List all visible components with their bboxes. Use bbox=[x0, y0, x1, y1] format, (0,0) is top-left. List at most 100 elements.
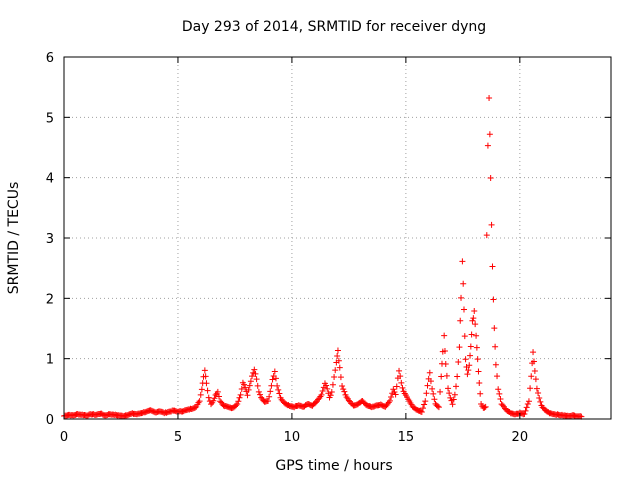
data-point bbox=[465, 367, 472, 374]
data-point bbox=[472, 321, 479, 328]
data-point bbox=[456, 344, 463, 351]
data-point bbox=[341, 388, 348, 395]
data-point bbox=[447, 394, 454, 401]
data-point bbox=[525, 398, 532, 405]
y-tick-label: 5 bbox=[46, 111, 54, 126]
data-point bbox=[268, 382, 275, 389]
data-point bbox=[252, 370, 259, 377]
data-point bbox=[390, 386, 397, 393]
data-point bbox=[337, 374, 344, 381]
data-point bbox=[451, 391, 458, 398]
data-point bbox=[497, 395, 504, 402]
data-point bbox=[445, 385, 452, 392]
data-point bbox=[577, 413, 584, 420]
data-point bbox=[496, 390, 503, 397]
data-point bbox=[215, 393, 222, 400]
data-point bbox=[238, 385, 245, 392]
chart-title: Day 293 of 2014, SRMTID for receiver dyn… bbox=[182, 19, 486, 35]
data-point bbox=[460, 280, 467, 287]
data-point bbox=[467, 352, 474, 359]
data-point bbox=[437, 388, 444, 395]
data-point bbox=[247, 378, 254, 385]
data-point bbox=[253, 376, 260, 383]
data-point bbox=[264, 397, 271, 404]
data-point bbox=[254, 382, 261, 389]
data-point bbox=[438, 373, 445, 380]
data-point bbox=[483, 232, 490, 239]
data-point bbox=[249, 373, 256, 380]
data-point bbox=[241, 381, 248, 388]
data-point bbox=[271, 368, 278, 375]
data-point bbox=[466, 362, 473, 369]
data-point bbox=[449, 401, 456, 408]
data-point bbox=[318, 391, 325, 398]
data-point bbox=[470, 315, 477, 322]
data-point bbox=[393, 383, 400, 390]
data-point bbox=[530, 358, 537, 365]
data-point bbox=[398, 379, 405, 386]
data-point bbox=[323, 382, 330, 389]
data-point bbox=[455, 358, 462, 365]
data-point bbox=[204, 387, 211, 394]
data-point bbox=[236, 394, 243, 401]
data-point bbox=[475, 368, 482, 375]
data-point bbox=[274, 382, 281, 389]
data-point bbox=[396, 367, 403, 374]
data-point bbox=[446, 390, 453, 397]
data-point bbox=[197, 391, 204, 398]
data-point bbox=[422, 398, 429, 405]
y-tick-label: 6 bbox=[46, 51, 54, 66]
data-point bbox=[457, 317, 464, 324]
grid bbox=[64, 57, 611, 419]
data-point bbox=[441, 347, 448, 354]
data-point bbox=[269, 376, 276, 383]
data-point bbox=[208, 401, 215, 408]
data-point bbox=[489, 263, 496, 270]
data-point bbox=[426, 369, 433, 376]
data-point bbox=[435, 404, 442, 411]
data-point bbox=[471, 308, 478, 315]
x-tick-label: 15 bbox=[398, 430, 415, 445]
data-point bbox=[251, 366, 258, 373]
data-point bbox=[237, 391, 244, 398]
data-point bbox=[386, 397, 393, 404]
data-point bbox=[258, 394, 265, 401]
data-point bbox=[335, 357, 342, 364]
data-point bbox=[267, 388, 274, 395]
x-tick-label: 0 bbox=[60, 430, 68, 445]
data-point bbox=[329, 381, 336, 388]
data-point bbox=[486, 95, 493, 102]
data-point bbox=[211, 395, 218, 402]
data-point bbox=[484, 142, 491, 149]
data-point bbox=[245, 386, 252, 393]
data-series-srmtid bbox=[61, 95, 585, 420]
data-point bbox=[331, 373, 338, 380]
data-point bbox=[464, 371, 471, 378]
y-tick-label: 4 bbox=[46, 172, 54, 187]
data-point bbox=[332, 367, 339, 374]
data-point bbox=[201, 367, 208, 374]
data-point bbox=[481, 404, 488, 411]
data-point bbox=[327, 392, 334, 399]
data-point bbox=[429, 385, 436, 392]
data-point bbox=[533, 385, 540, 392]
y-tick-label: 3 bbox=[46, 232, 54, 247]
data-point bbox=[462, 356, 469, 363]
data-point bbox=[233, 402, 240, 409]
data-point bbox=[494, 373, 501, 380]
data-point bbox=[272, 375, 279, 382]
data-point bbox=[334, 352, 341, 359]
data-point bbox=[528, 373, 535, 380]
data-point bbox=[388, 393, 395, 400]
data-point bbox=[536, 394, 543, 401]
data-point bbox=[531, 367, 538, 374]
x-tick-label: 10 bbox=[284, 430, 301, 445]
data-point bbox=[532, 376, 539, 383]
data-point bbox=[339, 383, 346, 390]
data-point bbox=[443, 372, 450, 379]
data-point bbox=[334, 347, 341, 354]
data-point bbox=[399, 384, 406, 391]
data-point bbox=[441, 332, 448, 339]
x-tick-label: 5 bbox=[174, 430, 182, 445]
